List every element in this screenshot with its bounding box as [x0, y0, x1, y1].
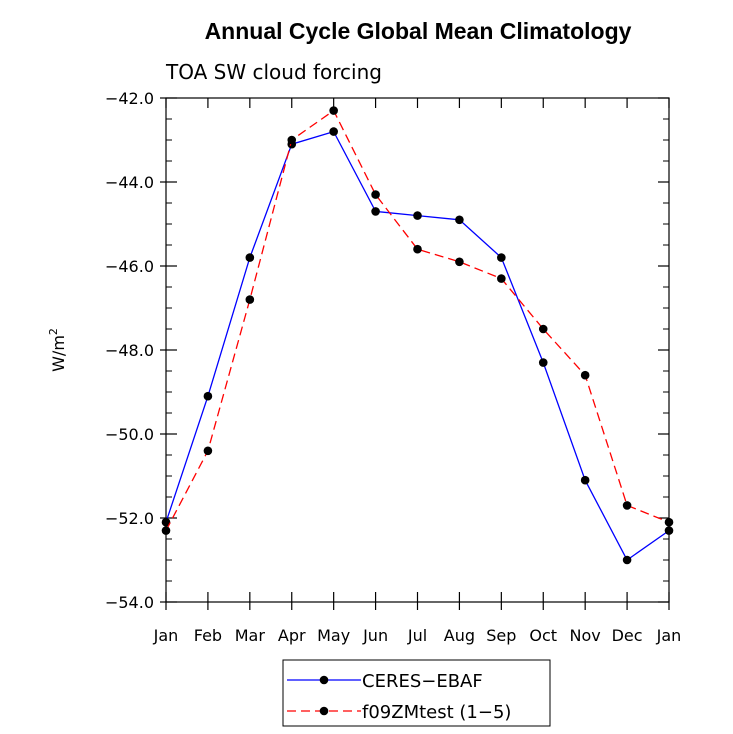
data-point — [161, 517, 171, 527]
plot-area — [165, 97, 670, 603]
data-point — [413, 211, 422, 220]
y-axis-label: W/m2 — [47, 328, 68, 372]
x-tick-label: Nov — [570, 626, 601, 645]
data-point — [245, 253, 255, 262]
data-point — [580, 475, 590, 485]
x-tick-label: Jun — [362, 626, 388, 645]
x-tick-label: Sep — [486, 626, 516, 645]
data-point — [622, 555, 632, 565]
data-point — [664, 526, 674, 535]
x-tick-label: Oct — [529, 626, 557, 645]
legend-marker — [319, 675, 329, 685]
data-point — [203, 446, 213, 456]
data-point — [371, 190, 380, 199]
x-tick-label: Jul — [407, 626, 427, 645]
plot-frame — [165, 97, 670, 603]
x-axis: Jan Feb Mar Apr May Jun Jul Aug Sep Oct Nov Dec Jan — [153, 98, 682, 645]
y-axis: −54.0 −52.0 −50.0 −48.0 −46.0 −44.0 −42.0 — [105, 89, 669, 612]
data-point — [329, 127, 338, 136]
data-point — [455, 257, 464, 267]
x-tick-label: Jan — [153, 626, 179, 645]
x-tick-label: Jan — [656, 626, 682, 645]
series-line — [165, 130, 670, 561]
legend: CERES−EBAF f09ZMtest (1−5) — [282, 659, 551, 727]
data-point — [497, 274, 506, 283]
series-group — [161, 106, 674, 565]
data-point — [245, 295, 255, 304]
legend-label: CERES−EBAF — [362, 671, 483, 692]
data-point — [329, 106, 338, 115]
data-point — [455, 215, 464, 225]
data-point — [287, 135, 297, 145]
x-tick-label: Apr — [278, 626, 306, 645]
x-tick-label: Feb — [194, 626, 222, 645]
y-tick-label: −52.0 — [105, 509, 154, 528]
chart-subtitle: TOA SW cloud forcing — [165, 60, 382, 84]
series-line — [165, 109, 670, 531]
data-point — [538, 324, 548, 334]
x-tick-label: Mar — [235, 626, 266, 645]
data-point — [664, 517, 674, 527]
data-point — [497, 253, 506, 262]
series-1 — [161, 127, 674, 565]
data-point — [538, 358, 548, 367]
data-point — [580, 370, 590, 380]
y-tick-label: −54.0 — [105, 593, 154, 612]
y-tick-label: −42.0 — [105, 89, 154, 108]
series-2 — [161, 106, 674, 535]
data-point — [413, 244, 422, 254]
x-tick-label: May — [317, 626, 350, 645]
data-point — [622, 501, 632, 510]
legend-label: f09ZMtest (1−5) — [362, 702, 511, 723]
legend-frame — [282, 659, 551, 727]
data-point — [371, 207, 380, 216]
data-point — [161, 526, 171, 535]
x-tick-label: Aug — [444, 626, 475, 645]
y-axis-label-base: W/m — [49, 335, 68, 372]
y-tick-label: −50.0 — [105, 425, 154, 444]
y-tick-label: −44.0 — [105, 173, 154, 192]
chart-title: Annual Cycle Global Mean Climatology — [205, 18, 632, 44]
y-axis-label-superscript: 2 — [47, 328, 60, 335]
legend-marker — [319, 706, 329, 716]
data-point — [203, 391, 213, 401]
x-tick-label: Dec — [612, 626, 643, 645]
y-tick-label: −46.0 — [105, 257, 154, 276]
y-tick-label: −48.0 — [105, 341, 154, 360]
